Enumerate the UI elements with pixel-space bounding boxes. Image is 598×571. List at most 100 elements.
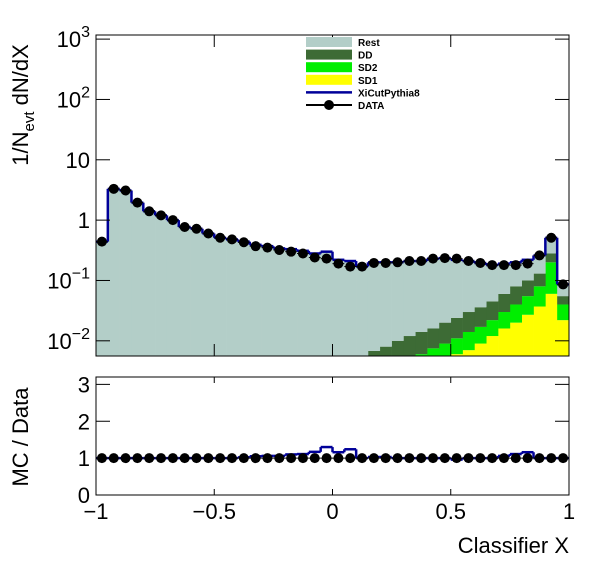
stack-bar	[486, 265, 499, 302]
data-point	[380, 257, 391, 268]
stack-bar	[450, 338, 463, 355]
x-tick-label: 0	[326, 499, 338, 524]
data-point	[286, 453, 297, 464]
data-point	[451, 453, 462, 464]
tick-base: 10	[57, 87, 81, 112]
tick-exponent: 2	[81, 84, 90, 101]
stack-bar	[379, 346, 392, 356]
stack-bar	[367, 350, 381, 356]
stack-bar	[155, 215, 168, 356]
stack-bar	[166, 220, 180, 356]
legend-label: DD	[358, 51, 372, 62]
stack-bar	[438, 343, 452, 356]
stack-bar	[509, 322, 522, 356]
data-point	[309, 252, 320, 263]
stack-bar	[498, 312, 511, 329]
data-point	[416, 256, 427, 267]
stack-bar	[557, 296, 569, 305]
data-point	[250, 453, 261, 464]
data-point	[238, 237, 249, 248]
stack-bar	[545, 262, 558, 294]
y-tick-label: 1	[78, 446, 90, 471]
data-point	[534, 250, 545, 261]
stack-bar	[474, 343, 487, 356]
stack-bar	[462, 261, 475, 313]
stack-bar	[190, 228, 203, 356]
stack-bar	[509, 304, 522, 323]
data-point	[487, 453, 498, 464]
legend-label: Rest	[358, 38, 380, 49]
x-tick-label: −1	[83, 499, 108, 524]
stack-bar	[438, 322, 452, 344]
legend-swatch	[306, 62, 352, 73]
data-point	[108, 453, 119, 464]
y-tick-label: 0	[78, 483, 90, 508]
data-point	[428, 453, 439, 464]
stack-bar	[498, 328, 511, 356]
stack-bar	[107, 188, 120, 356]
tick-exponent: −1	[72, 265, 90, 282]
data-point	[156, 210, 167, 221]
data-point	[357, 453, 368, 464]
data-point	[333, 453, 344, 464]
data-point	[546, 232, 557, 243]
stack-bar	[557, 304, 569, 321]
data-point	[534, 453, 545, 464]
stack-bar	[415, 331, 428, 355]
data-point	[487, 260, 498, 271]
stack-bar	[131, 202, 144, 356]
data-point	[475, 453, 486, 464]
data-point	[345, 453, 356, 464]
stack-bar	[545, 253, 558, 263]
stack-bar	[521, 296, 534, 315]
stack-bar	[509, 286, 522, 305]
stack-bar	[474, 262, 487, 308]
stack-bar	[450, 317, 463, 339]
data-point	[108, 183, 119, 194]
legend-swatch	[306, 49, 352, 60]
data-point	[451, 253, 462, 264]
data-point	[475, 257, 486, 268]
data-point	[498, 260, 509, 271]
stack-bar	[462, 331, 475, 351]
stack-bar	[96, 241, 109, 356]
legend-label: SD1	[358, 76, 378, 87]
data-point	[510, 260, 521, 271]
plot-area	[96, 183, 569, 356]
data-point	[357, 261, 368, 272]
stack-bar	[273, 248, 286, 356]
data-point	[262, 453, 273, 464]
stack-bar	[521, 280, 534, 297]
data-point	[120, 185, 131, 196]
data-point	[404, 453, 415, 464]
data-point	[250, 241, 261, 252]
data-point	[439, 453, 450, 464]
data-point	[368, 257, 379, 268]
plot-area	[96, 445, 569, 464]
y-tick-label: 3	[78, 372, 90, 397]
stack-bar	[178, 226, 191, 356]
legend-label: DATA	[358, 101, 384, 112]
stack-bar	[427, 348, 440, 356]
stack-bar	[332, 259, 345, 356]
data-point	[368, 453, 379, 464]
data-point	[297, 453, 308, 464]
data-point	[156, 453, 167, 464]
stack-bar	[344, 261, 357, 356]
data-point	[203, 453, 214, 464]
y-tick-label: 10−2	[47, 326, 90, 354]
data-point	[286, 246, 297, 257]
data-point	[120, 453, 131, 464]
stack-bar	[474, 307, 487, 327]
data-point	[463, 256, 474, 267]
stack-bar	[533, 286, 546, 307]
data-point	[404, 256, 415, 267]
data-point	[345, 261, 356, 272]
legend-swatch	[306, 74, 352, 85]
stack-bar	[403, 336, 416, 356]
data-point	[546, 453, 557, 464]
stack-bar	[533, 255, 546, 274]
data-point	[522, 258, 533, 269]
data-point	[297, 248, 308, 259]
data-point	[321, 453, 332, 464]
